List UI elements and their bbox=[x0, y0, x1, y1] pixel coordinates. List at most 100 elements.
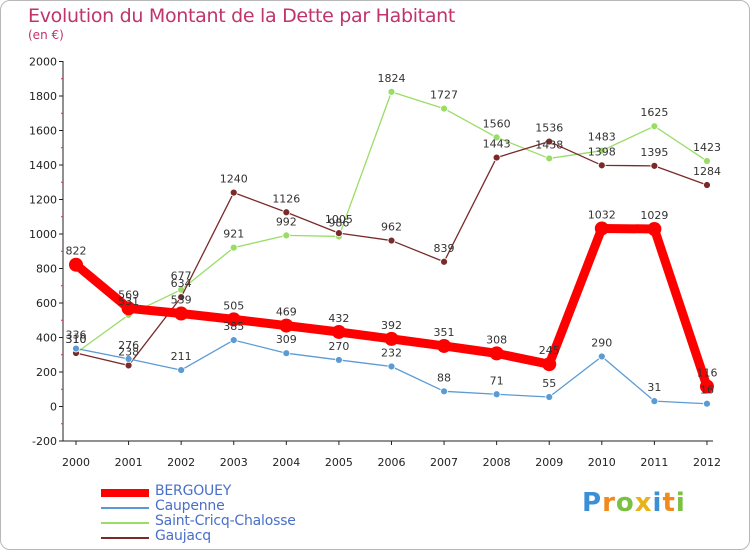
y-tick-label: 600 bbox=[36, 297, 57, 310]
data-point bbox=[282, 208, 291, 217]
data-point bbox=[597, 161, 606, 170]
x-tick-label: 2005 bbox=[325, 456, 353, 469]
data-point bbox=[492, 133, 501, 142]
data-point bbox=[545, 393, 554, 401]
y-tick-label: 200 bbox=[36, 366, 57, 379]
data-label: 531 bbox=[118, 295, 139, 308]
data-label: 1625 bbox=[640, 106, 668, 119]
data-label: 839 bbox=[434, 242, 455, 255]
legend-label: Caupenne bbox=[155, 498, 225, 514]
data-point bbox=[387, 236, 396, 245]
data-label: 1029 bbox=[640, 209, 668, 222]
data-point bbox=[331, 324, 346, 339]
data-label: 1727 bbox=[430, 89, 458, 102]
x-tick-label: 2009 bbox=[535, 456, 563, 469]
data-point bbox=[703, 181, 711, 189]
data-point bbox=[384, 331, 399, 346]
data-label: 31 bbox=[647, 381, 661, 394]
data-point bbox=[177, 293, 186, 302]
data-point bbox=[72, 344, 80, 353]
data-point bbox=[282, 231, 291, 240]
data-label: 1483 bbox=[588, 131, 616, 144]
data-point bbox=[437, 338, 452, 353]
legend-swatch bbox=[101, 489, 149, 497]
y-tick-label: 1600 bbox=[29, 125, 57, 138]
data-label: 469 bbox=[276, 306, 297, 319]
data-point bbox=[226, 312, 241, 327]
data-point bbox=[703, 399, 711, 408]
logo-letter: x bbox=[634, 488, 653, 518]
y-tick-label: 1200 bbox=[29, 194, 57, 207]
data-label: 822 bbox=[66, 245, 87, 258]
data-label: 71 bbox=[490, 374, 504, 387]
data-label: 677 bbox=[171, 270, 192, 283]
legend-swatch bbox=[101, 522, 149, 524]
data-label: 232 bbox=[381, 346, 402, 359]
data-point bbox=[174, 306, 189, 321]
data-label: 88 bbox=[437, 371, 451, 384]
data-point bbox=[650, 397, 659, 406]
data-point bbox=[279, 318, 294, 333]
data-point bbox=[334, 229, 343, 238]
data-point bbox=[69, 257, 83, 272]
y-tick-label: 0 bbox=[50, 401, 57, 414]
x-tick-label: 2011 bbox=[640, 456, 668, 469]
data-label: 1560 bbox=[483, 117, 511, 130]
data-label: 1536 bbox=[535, 122, 563, 135]
logo-letter: t bbox=[662, 488, 676, 518]
data-label: 336 bbox=[66, 329, 87, 342]
data-label: 290 bbox=[591, 336, 612, 349]
data-point bbox=[440, 257, 448, 266]
legend-swatch bbox=[101, 537, 149, 539]
data-point bbox=[489, 346, 504, 361]
data-label: 116 bbox=[696, 366, 717, 379]
data-point bbox=[124, 361, 133, 370]
logo-letter: i bbox=[675, 488, 686, 518]
data-point bbox=[177, 366, 186, 375]
data-label: 1395 bbox=[640, 146, 668, 159]
y-tick-label: 2000 bbox=[29, 56, 57, 69]
data-label: 921 bbox=[223, 228, 244, 241]
data-label: 539 bbox=[171, 294, 192, 307]
data-point bbox=[545, 137, 554, 146]
data-label: 270 bbox=[328, 340, 349, 353]
data-point bbox=[542, 357, 557, 372]
data-label: 634 bbox=[171, 277, 192, 290]
x-tick-label: 2003 bbox=[220, 456, 248, 469]
data-label: 245 bbox=[539, 344, 560, 357]
data-point bbox=[492, 153, 501, 162]
data-point bbox=[282, 349, 291, 358]
data-point bbox=[545, 154, 554, 163]
legend-label: Gaujacq bbox=[155, 528, 211, 544]
data-label: 962 bbox=[381, 221, 402, 234]
data-label: 55 bbox=[542, 377, 556, 390]
data-label: 986 bbox=[328, 216, 349, 229]
data-label: 310 bbox=[66, 333, 87, 346]
y-tick-label: 1400 bbox=[29, 159, 57, 172]
data-label: 276 bbox=[118, 339, 139, 352]
x-tick-label: 2007 bbox=[430, 456, 458, 469]
data-point bbox=[387, 87, 396, 96]
x-tick-label: 2010 bbox=[588, 456, 616, 469]
data-point bbox=[703, 157, 711, 165]
x-tick-label: 2008 bbox=[483, 456, 511, 469]
x-tick-label: 2006 bbox=[377, 456, 405, 469]
data-label: 1240 bbox=[220, 173, 248, 186]
data-label: 432 bbox=[328, 312, 349, 325]
data-label: 385 bbox=[223, 320, 244, 333]
data-point bbox=[650, 122, 659, 131]
x-tick-label: 2012 bbox=[693, 456, 721, 469]
data-point bbox=[650, 161, 659, 170]
legend-swatch bbox=[101, 507, 149, 509]
data-label: 1398 bbox=[588, 145, 616, 158]
data-label: 238 bbox=[118, 345, 139, 358]
data-point bbox=[440, 387, 448, 396]
data-point bbox=[699, 379, 714, 394]
data-label: 1438 bbox=[535, 138, 563, 151]
data-point bbox=[124, 354, 133, 363]
data-label: 1126 bbox=[272, 192, 300, 205]
y-tick-label: 1800 bbox=[29, 90, 57, 103]
y-tick-label: 1000 bbox=[29, 228, 57, 241]
data-label: 351 bbox=[434, 326, 455, 339]
